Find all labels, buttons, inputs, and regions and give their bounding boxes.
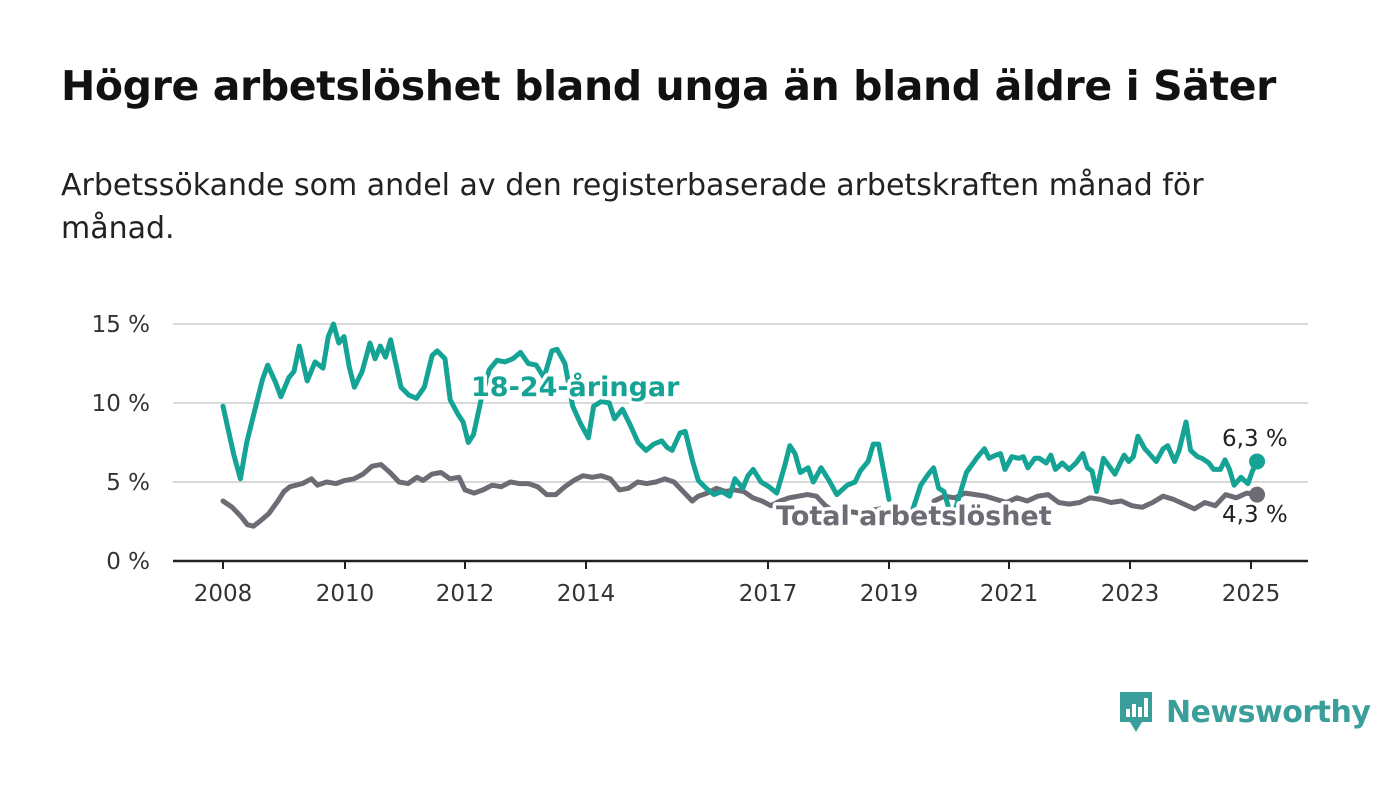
total-series-label-halo: Total arbetslöshet bbox=[776, 501, 1052, 532]
x-tick-label: 2017 bbox=[739, 581, 798, 607]
youth-series-line bbox=[910, 465, 952, 512]
y-tick-label: 0 % bbox=[106, 549, 150, 575]
x-tick-label: 2021 bbox=[980, 581, 1039, 607]
y-tick-label: 10 % bbox=[92, 391, 150, 417]
x-tick-label: 2008 bbox=[194, 581, 253, 607]
total-series-label: Total arbetslöshet bbox=[776, 501, 1052, 532]
total-series-line bbox=[931, 490, 1260, 512]
chart-title: Högre arbetslöshet bland unga än bland ä… bbox=[61, 62, 1276, 110]
youth-series-line bbox=[220, 321, 892, 502]
chart-subtitle: Arbetssökande som andel av den registerb… bbox=[61, 168, 1204, 246]
youth-end-marker bbox=[1249, 453, 1266, 470]
y-tick-label: 5 % bbox=[106, 470, 150, 496]
total-end-marker bbox=[1249, 486, 1266, 503]
total-series-line bbox=[220, 462, 883, 529]
x-tick-label: 2012 bbox=[436, 581, 495, 607]
x-tick-label: 2019 bbox=[860, 581, 919, 607]
youth-series-label: 18-24-åringar bbox=[471, 371, 680, 403]
x-tick-label: 2025 bbox=[1222, 581, 1281, 607]
x-tick-label: 2010 bbox=[316, 581, 375, 607]
x-tick-label: 2014 bbox=[557, 581, 616, 607]
youth-series-line bbox=[952, 419, 1260, 513]
total-end-label: 4,3 % bbox=[1222, 502, 1288, 528]
youth-series-label-halo: 18-24-åringar bbox=[471, 371, 680, 403]
youth-end-label: 6,3 % bbox=[1222, 426, 1288, 452]
x-tick-label: 2023 bbox=[1101, 581, 1160, 607]
newsworthy-logo-icon bbox=[1120, 692, 1152, 732]
newsworthy-logo-text: Newsworthy bbox=[1166, 694, 1371, 730]
y-tick-label: 15 % bbox=[92, 312, 150, 338]
newsworthy-logo[interactable]: Newsworthy bbox=[1118, 690, 1371, 734]
